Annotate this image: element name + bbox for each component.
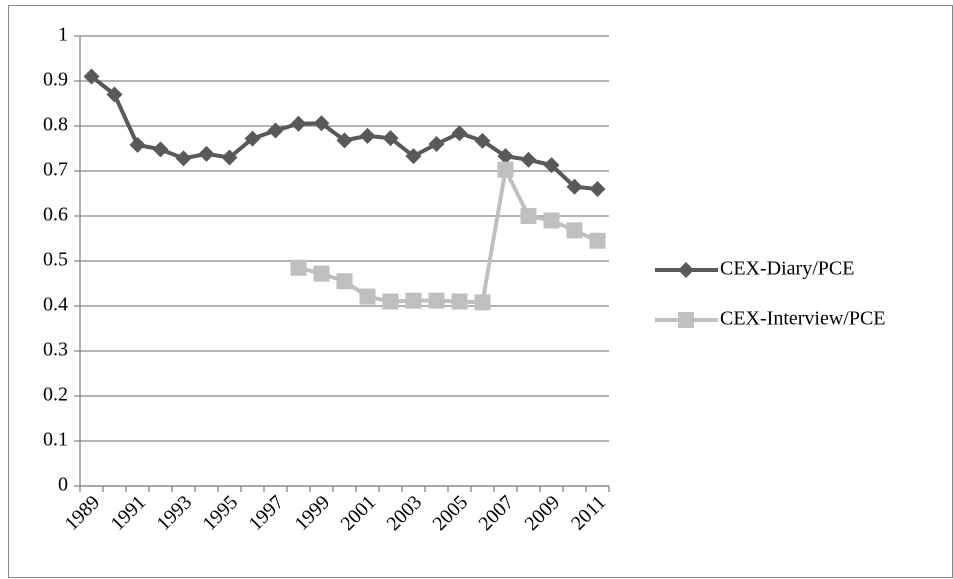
- data-point: [520, 151, 537, 168]
- y-tick-label: 0.1: [43, 429, 68, 451]
- data-point: [359, 127, 376, 144]
- data-point: [543, 212, 560, 229]
- y-tick-label: 0.2: [43, 384, 68, 406]
- data-point: [428, 136, 445, 152]
- data-point: [290, 115, 307, 132]
- data-point: [566, 178, 583, 195]
- chart-border: [8, 5, 953, 578]
- data-point: [566, 222, 583, 239]
- y-tick-label: 0.5: [43, 249, 68, 271]
- legend-label: CEX-Interview/PCE: [720, 308, 886, 330]
- y-tick-label: 0.3: [43, 339, 68, 361]
- y-tick-label: 0.7: [43, 159, 68, 181]
- data-point: [543, 157, 560, 174]
- data-point: [428, 292, 445, 309]
- data-point: [221, 149, 238, 166]
- data-point: [313, 115, 330, 132]
- data-point: [474, 132, 491, 149]
- data-point: [589, 232, 606, 249]
- data-point: [244, 130, 261, 147]
- legend-label: CEX-Diary/PCE: [720, 258, 854, 280]
- data-point: [589, 181, 606, 197]
- data-point: [382, 293, 399, 310]
- y-tick-label: 0: [58, 474, 68, 496]
- data-point: [359, 288, 376, 305]
- legend-marker: [678, 262, 694, 278]
- data-point: [129, 136, 146, 153]
- data-point: [83, 68, 100, 85]
- data-point: [336, 273, 353, 290]
- data-point: [405, 292, 422, 309]
- data-point: [152, 141, 169, 158]
- data-point: [313, 265, 330, 282]
- data-point: [106, 86, 123, 103]
- y-tick-label: 0.9: [43, 69, 68, 91]
- data-point: [497, 161, 514, 178]
- data-point: [382, 130, 399, 147]
- data-point: [267, 122, 284, 139]
- legend-marker: [678, 312, 694, 328]
- data-point: [198, 145, 215, 162]
- y-tick-label: 0.4: [43, 294, 68, 316]
- data-point: [336, 132, 353, 149]
- data-point: [290, 259, 307, 276]
- data-point: [451, 293, 468, 310]
- data-point: [451, 125, 468, 142]
- y-tick-label: 0.8: [43, 114, 68, 136]
- y-tick-label: 0.6: [43, 204, 68, 226]
- data-point: [474, 294, 491, 311]
- data-point: [497, 148, 514, 165]
- y-tick-label: 1: [58, 24, 68, 46]
- data-point: [520, 208, 537, 224]
- data-point: [175, 150, 192, 167]
- data-point: [405, 148, 422, 165]
